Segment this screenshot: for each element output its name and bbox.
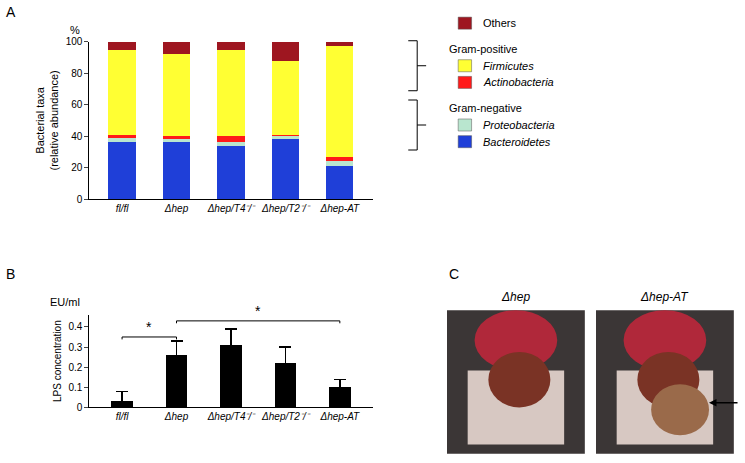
svg-text:B: B [6, 266, 15, 282]
svg-text:0.2: 0.2 [68, 362, 82, 373]
svg-text:Δhep/T4⁻/⁻: Δhep/T4⁻/⁻ [207, 411, 257, 422]
svg-text:Δhep-AT: Δhep-AT [319, 203, 360, 214]
svg-text:Gram-negative: Gram-negative [449, 102, 522, 114]
svg-text:Gram-positive: Gram-positive [449, 43, 517, 55]
svg-text:40: 40 [71, 131, 83, 142]
svg-text:Δhep/T4⁻/⁻: Δhep/T4⁻/⁻ [207, 203, 257, 214]
svg-text:C: C [449, 266, 459, 282]
svg-text:Δhep-AT: Δhep-AT [319, 411, 360, 422]
svg-text:0: 0 [77, 194, 83, 205]
svg-text:Bacteroidetes: Bacteroidetes [483, 136, 551, 148]
svg-text:fl/fl: fl/fl [116, 411, 130, 422]
svg-text:*: * [146, 319, 152, 335]
svg-text:Δhep: Δhep [501, 290, 530, 304]
svg-text:*: * [255, 303, 261, 319]
svg-text:Δhep/T2⁻/⁻: Δhep/T2⁻/⁻ [261, 411, 311, 422]
svg-text:0.3: 0.3 [68, 342, 82, 353]
svg-text:0: 0 [77, 402, 83, 413]
svg-text:Δhep: Δhep [164, 203, 189, 214]
svg-text:%: % [70, 24, 80, 36]
svg-text:100: 100 [66, 36, 83, 47]
svg-text:fl/fl: fl/fl [116, 203, 130, 214]
svg-text:Others: Others [483, 17, 517, 29]
svg-text:20: 20 [71, 162, 83, 173]
svg-text:0.4: 0.4 [68, 321, 82, 332]
svg-text:Δhep/T2⁻/⁻: Δhep/T2⁻/⁻ [261, 203, 311, 214]
svg-text:80: 80 [71, 68, 83, 79]
svg-text:LPS concentration: LPS concentration [52, 320, 63, 402]
svg-text:Actinobacteria: Actinobacteria [483, 76, 554, 88]
svg-text:60: 60 [71, 99, 83, 110]
svg-text:A: A [6, 4, 16, 20]
svg-text:Proteobacteria: Proteobacteria [483, 119, 555, 131]
svg-text:Firmicutes: Firmicutes [483, 60, 534, 72]
svg-text:Δhep-AT: Δhep-AT [640, 290, 689, 304]
svg-text:Δhep: Δhep [164, 411, 189, 422]
svg-text:EU/ml: EU/ml [50, 296, 80, 308]
svg-text:Bacterial taxa(relative abunda: Bacterial taxa(relative abundance) [34, 70, 60, 170]
svg-text:0.1: 0.1 [68, 382, 82, 393]
